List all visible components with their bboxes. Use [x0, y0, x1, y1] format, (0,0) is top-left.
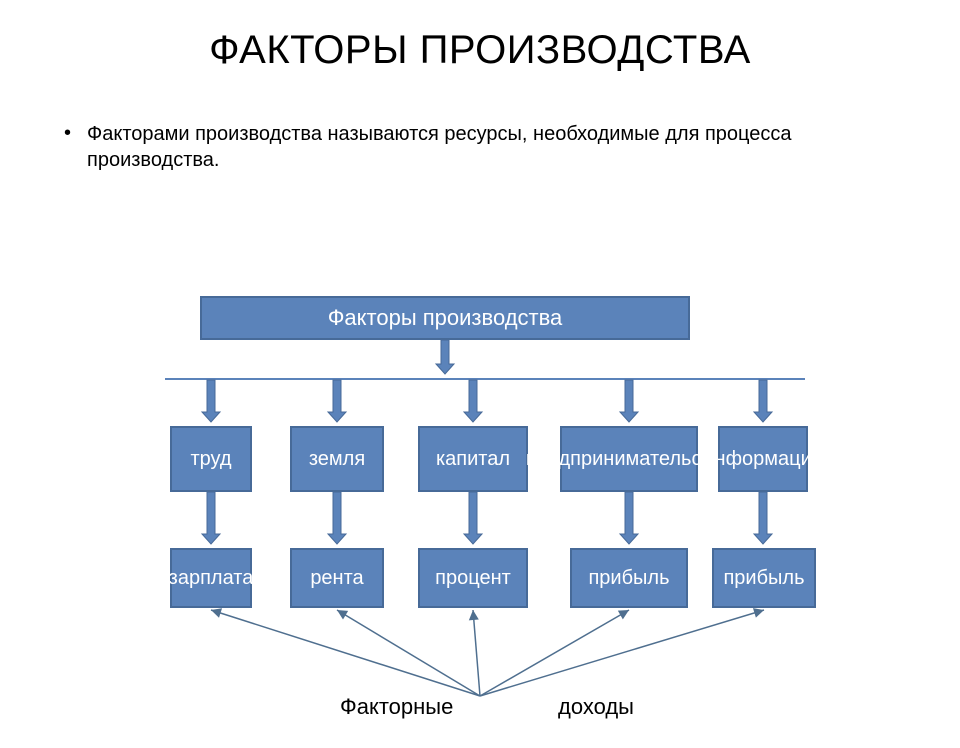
- node-mid-informatsiya: информация: [718, 426, 808, 492]
- node-bot-zarplata: зарплата: [170, 548, 252, 608]
- node-bot-label: прибыль: [723, 567, 804, 589]
- node-mid-predprinimatelstvo: предпринимательство: [560, 426, 698, 492]
- node-bot-pribyl-2: прибыль: [712, 548, 816, 608]
- footer-label-right: доходы: [558, 694, 634, 720]
- node-mid-kapital: капитал: [418, 426, 528, 492]
- node-mid-label: капитал: [436, 448, 510, 470]
- node-top-label: Факторы производства: [328, 307, 563, 329]
- node-bot-label: зарплата: [169, 567, 254, 589]
- node-bot-renta: рента: [290, 548, 384, 608]
- node-top: Факторы производства: [200, 296, 690, 340]
- node-mid-label: предпринимательство: [526, 448, 732, 470]
- node-bot-label: рента: [310, 567, 363, 589]
- diagram-canvas: Факторы производства труд земля капитал …: [0, 28, 960, 748]
- node-mid-label: труд: [190, 448, 231, 470]
- distributor-rule: [165, 378, 805, 380]
- node-bot-label: прибыль: [588, 567, 669, 589]
- node-bot-pribyl-1: прибыль: [570, 548, 688, 608]
- node-mid-label: земля: [309, 448, 365, 470]
- node-bot-protsent: процент: [418, 548, 528, 608]
- node-mid-trud: труд: [170, 426, 252, 492]
- footer-label-left: Факторные: [340, 694, 453, 720]
- arrows-layer: [0, 28, 960, 748]
- node-bot-label: процент: [435, 567, 511, 589]
- node-mid-label: информация: [703, 448, 822, 470]
- node-mid-zemlya: земля: [290, 426, 384, 492]
